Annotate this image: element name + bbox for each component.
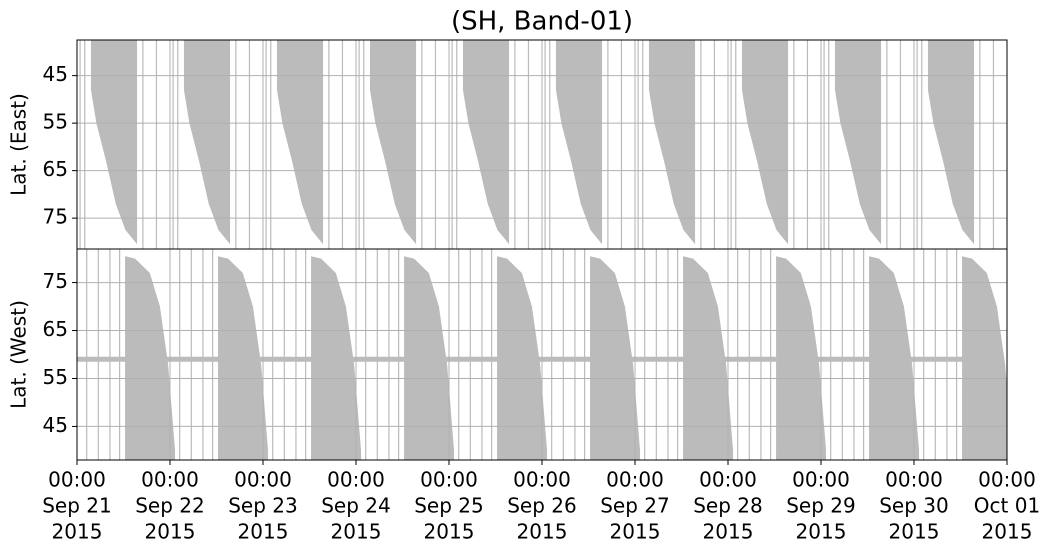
x-tick-label: 2015 <box>517 520 568 544</box>
swath <box>90 40 138 245</box>
swath <box>590 256 641 460</box>
y-tick-label: 45 <box>43 62 68 86</box>
y-tick-label: 75 <box>43 205 68 229</box>
x-tick-label: 00:00 <box>420 468 478 492</box>
x-tick-label: 2015 <box>610 520 661 544</box>
x-tick-label: Sep 25 <box>414 494 484 518</box>
swath <box>218 256 269 460</box>
x-tick-label: 00:00 <box>327 468 385 492</box>
x-tick-label: Sep 24 <box>321 494 391 518</box>
swath <box>404 256 455 460</box>
y-tick-label: 65 <box>43 157 68 181</box>
swath <box>741 40 789 245</box>
y-axis-label: Lat. (West) <box>7 300 31 409</box>
x-tick-label: 00:00 <box>606 468 664 492</box>
x-tick-label: Sep 28 <box>693 494 763 518</box>
x-tick-label: 2015 <box>331 520 382 544</box>
x-tick-label: Sep 29 <box>786 494 856 518</box>
x-tick-label: 00:00 <box>141 468 199 492</box>
x-tick-label: 2015 <box>238 520 289 544</box>
swath <box>276 40 324 245</box>
x-tick-label: 2015 <box>982 520 1033 544</box>
y-tick-label: 75 <box>43 269 68 293</box>
swath <box>648 40 696 245</box>
plot-area <box>79 40 995 249</box>
swath <box>834 40 882 245</box>
swath <box>125 256 176 460</box>
x-tick-label: Sep 22 <box>135 494 205 518</box>
swath <box>369 40 417 245</box>
y-axis-label: Lat. (East) <box>7 93 31 196</box>
x-tick-label: Sep 21 <box>42 494 112 518</box>
swath <box>927 40 975 245</box>
x-tick-label: 00:00 <box>792 468 850 492</box>
x-tick-label: 2015 <box>52 520 103 544</box>
x-tick-label: 00:00 <box>978 468 1036 492</box>
x-tick-label: 00:00 <box>48 468 106 492</box>
swath <box>683 256 734 460</box>
y-tick-label: 65 <box>43 317 68 341</box>
x-tick-label: 00:00 <box>699 468 757 492</box>
x-tick-label: 2015 <box>703 520 754 544</box>
swath <box>962 256 1007 460</box>
x-tick-label: 2015 <box>424 520 475 544</box>
y-tick-label: 45 <box>43 413 68 437</box>
x-tick-label: Sep 27 <box>600 494 670 518</box>
x-tick-label: 00:00 <box>885 468 943 492</box>
x-tick-label: Sep 26 <box>507 494 577 518</box>
x-tick-label: 2015 <box>145 520 196 544</box>
x-tick-label: 2015 <box>796 520 847 544</box>
y-tick-label: 55 <box>43 365 68 389</box>
x-tick-label: 2015 <box>889 520 940 544</box>
swath <box>462 40 510 245</box>
swath <box>497 256 548 460</box>
swath <box>183 40 231 245</box>
swath <box>869 256 920 460</box>
swath <box>555 40 603 245</box>
plot-area <box>77 249 1007 460</box>
x-tick-label: 00:00 <box>234 468 292 492</box>
x-tick-label: Oct 01 <box>974 494 1040 518</box>
x-tick-label: Sep 30 <box>879 494 949 518</box>
swath <box>776 256 827 460</box>
chart-title: (SH, Band-01) <box>451 7 633 37</box>
y-tick-label: 55 <box>43 110 68 134</box>
x-tick-label: 00:00 <box>513 468 571 492</box>
swath <box>311 256 362 460</box>
x-tick-label: Sep 23 <box>228 494 298 518</box>
